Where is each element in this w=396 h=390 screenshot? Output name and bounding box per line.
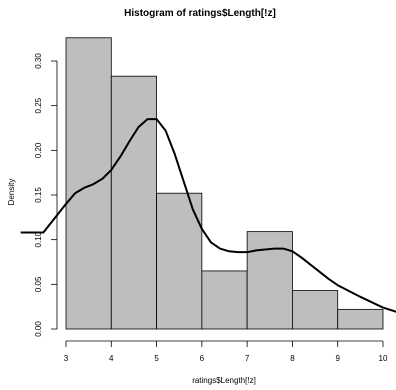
y-tick-label: 0.30 [34,53,43,69]
x-tick-label: 9 [335,354,340,363]
x-tick-label: 6 [200,354,205,363]
x-tick-label: 3 [64,354,69,363]
histogram-bar [201,270,248,330]
histogram-bar [65,37,112,330]
histogram-bar [110,75,157,330]
x-tick-label: 10 [379,354,388,363]
x-tick-label: 5 [154,354,159,363]
x-tick-label: 4 [109,354,114,363]
y-tick-label: 0.25 [34,97,43,113]
y-tick-label: 0.10 [34,231,43,247]
x-axis-label: ratings$Length[!z] [192,376,256,385]
density-curve-layer [20,118,396,313]
y-tick-label: 0.00 [34,321,43,337]
y-axis-ticks: 0.00 0.05 0.10 0.15 0.20 0.25 0.30 [34,53,57,337]
histogram-bar [337,308,384,330]
x-tick-label: 7 [245,354,250,363]
density-curve [20,118,396,313]
chart-title: Histogram of ratings$Length[!z] [124,8,276,19]
y-tick-label: 0.05 [34,276,43,292]
y-tick-label: 0.20 [34,142,43,158]
bars-layer [65,37,384,330]
y-axis-label: Density [7,179,16,206]
x-tick-label: 8 [290,354,295,363]
histogram-bar [156,192,203,330]
histogram-bar [246,231,293,330]
y-tick-label: 0.15 [34,187,43,203]
x-axis-ticks: 3 4 5 6 7 8 9 10 [64,341,388,363]
histogram-bar [292,290,339,330]
